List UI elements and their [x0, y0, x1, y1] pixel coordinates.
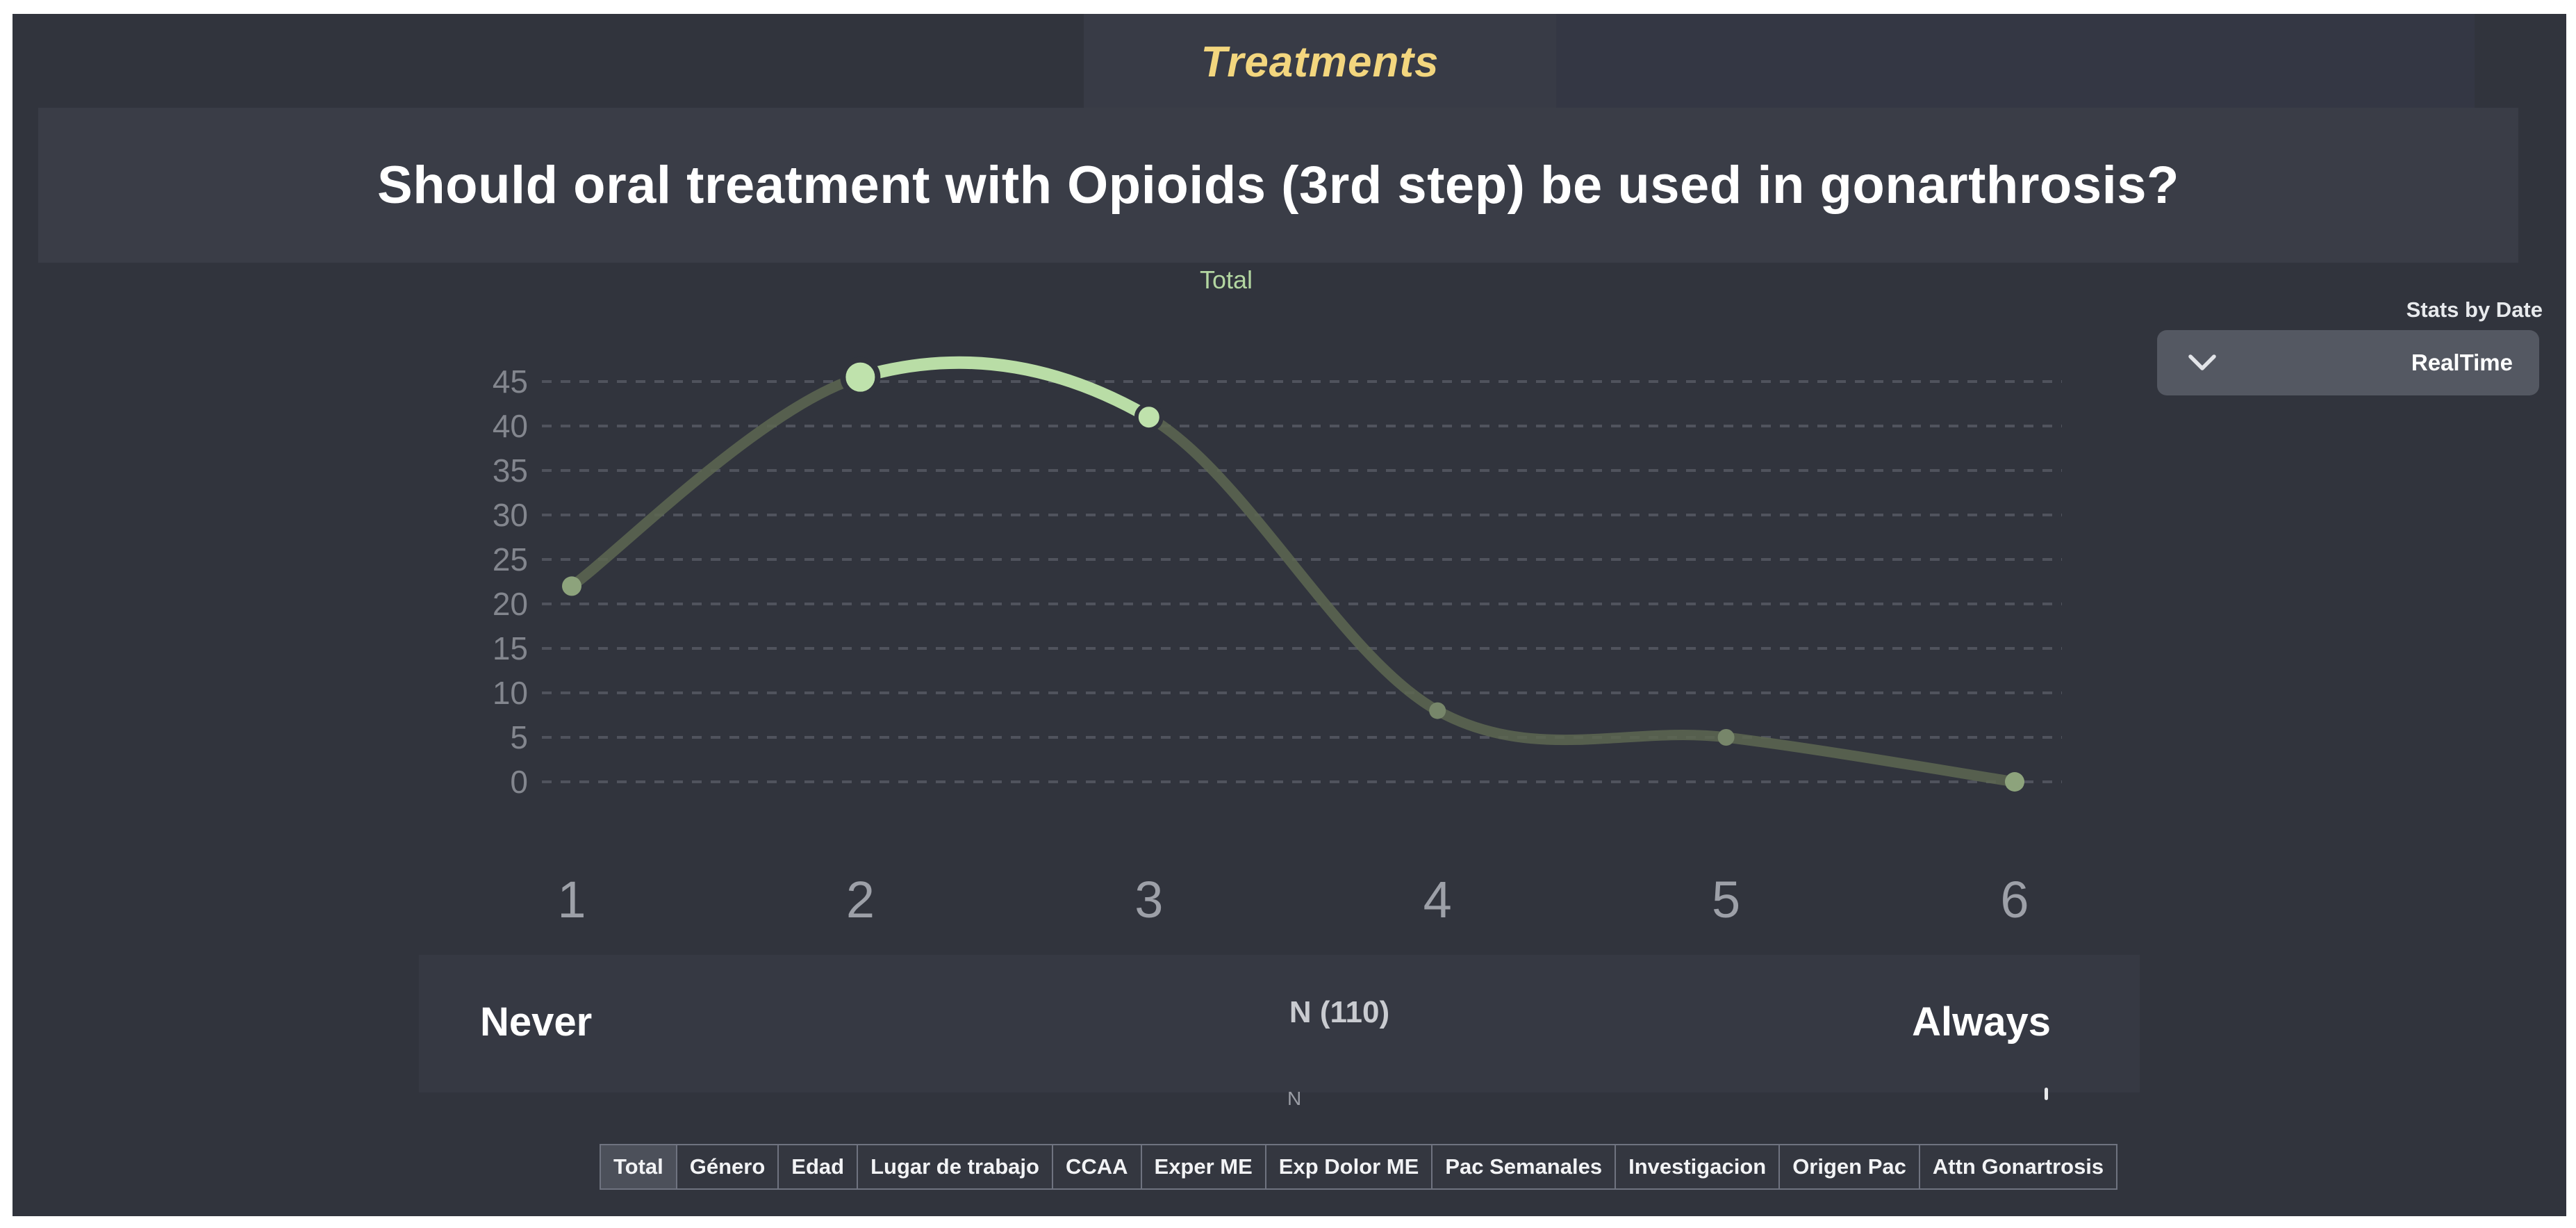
- scale-max-label: Always: [1912, 999, 2051, 1045]
- y-tick-35: 35: [493, 452, 528, 489]
- y-tick-10: 10: [493, 675, 528, 711]
- x-tick-2: 2: [846, 871, 875, 928]
- x-tick-5: 5: [1712, 871, 1740, 928]
- period-dropdown-value: RealTime: [2411, 350, 2513, 375]
- filter-tab-exp-dolor-me[interactable]: Exp Dolor ME: [1264, 1144, 1433, 1190]
- filter-tab-edad[interactable]: Edad: [777, 1144, 859, 1190]
- question-title: Should oral treatment with Opioids (3rd …: [377, 156, 2179, 215]
- y-tick-5: 5: [510, 719, 528, 755]
- data-point-6[interactable]: [2005, 772, 2024, 792]
- chart-legend-total: Total: [1199, 265, 1253, 294]
- data-point-1[interactable]: [562, 576, 581, 596]
- dashboard-app: Treatments Should oral treatment with Op…: [13, 14, 2566, 1216]
- section-title: Treatments: [1200, 38, 1439, 86]
- series-line-total: [566, 357, 2020, 787]
- section-tab-treatments[interactable]: Treatments: [1084, 14, 1556, 110]
- n-footnote-label: N: [1287, 1088, 1302, 1109]
- question-panel: Should oral treatment with Opioids (3rd …: [38, 108, 2518, 263]
- filter-tab-ccaa[interactable]: CCAA: [1051, 1144, 1142, 1190]
- x-tick-6: 6: [2000, 871, 2029, 928]
- y-tick-30: 30: [493, 497, 528, 533]
- period-dropdown[interactable]: RealTime: [2157, 330, 2539, 395]
- data-point-5[interactable]: [1717, 729, 1735, 746]
- filter-tab-origen-pac[interactable]: Origen Pac: [1778, 1144, 1920, 1190]
- y-tick-0: 0: [510, 764, 528, 800]
- filter-tab-exper-me[interactable]: Exper ME: [1140, 1144, 1266, 1190]
- data-point-4[interactable]: [1429, 702, 1446, 719]
- highlighted-segment: [854, 356, 1155, 424]
- scale-annotation-band: Never N (110) Always: [419, 955, 2140, 1092]
- filter-tab-género[interactable]: Género: [675, 1144, 779, 1190]
- x-tick-4: 4: [1423, 871, 1452, 928]
- sample-size-label: N (110): [1289, 995, 1390, 1030]
- filter-tab-attn-gonartrosis[interactable]: Attn Gonartrosis: [1918, 1144, 2118, 1190]
- data-point-3[interactable]: [1134, 402, 1164, 432]
- top-right-panel: [1544, 14, 2475, 110]
- y-tick-15: 15: [493, 630, 528, 666]
- data-point-2[interactable]: [840, 357, 881, 398]
- filter-tab-investigacion[interactable]: Investigacion: [1615, 1144, 1781, 1190]
- y-tick-45: 45: [493, 363, 528, 400]
- filter-tab-pac-semanales[interactable]: Pac Semanales: [1431, 1144, 1617, 1190]
- x-tick-1: 1: [557, 871, 586, 928]
- y-tick-20: 20: [493, 586, 528, 622]
- filter-tab-lugar-de-trabajo[interactable]: Lugar de trabajo: [857, 1144, 1053, 1190]
- tick-mark: [2045, 1088, 2048, 1100]
- x-tick-3: 3: [1134, 871, 1163, 928]
- filter-tab-total[interactable]: Total: [600, 1144, 677, 1190]
- y-tick-40: 40: [493, 408, 528, 444]
- filter-tab-bar: Total Género Edad Lugar de trabajo CCAA Exper…: [600, 1144, 2118, 1190]
- stats-by-date-label: Stats by Date: [2406, 297, 2543, 322]
- chevron-down-icon: [2188, 354, 2217, 372]
- y-tick-25: 25: [493, 541, 528, 578]
- scale-min-label: Never: [480, 999, 593, 1045]
